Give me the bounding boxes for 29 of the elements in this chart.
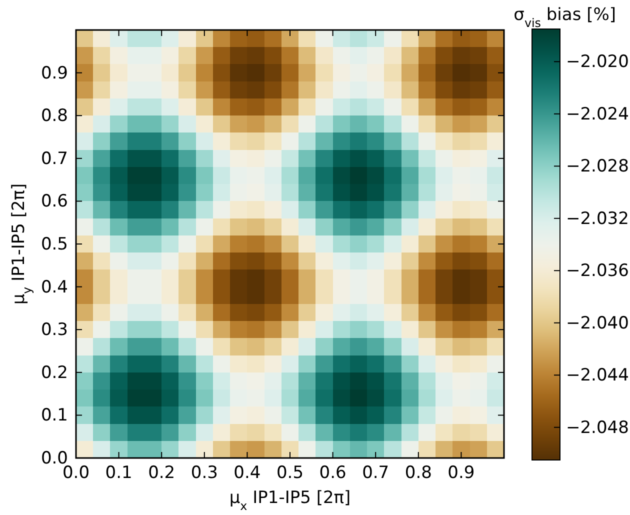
x-tick-label: 0.9 <box>448 463 475 484</box>
x-tick-label: 0.0 <box>62 463 90 484</box>
y-tick-label: 0.9 <box>40 63 68 84</box>
color-bar-label: −2.036 <box>566 261 629 282</box>
x-tick-label: 0.2 <box>148 463 176 484</box>
x-tick-label: 0.6 <box>319 463 346 484</box>
color-bar-label: −2.044 <box>566 366 629 386</box>
color-bar-label: −2.020 <box>566 52 629 72</box>
y-tick-label: 0.2 <box>40 362 68 383</box>
y-tick-label: 0.4 <box>40 277 68 298</box>
y-tick-label: 0.7 <box>40 148 68 169</box>
x-tick-label: 0.4 <box>234 463 261 484</box>
x-tick-label: 0.5 <box>276 463 304 484</box>
x-tick-label: 0.1 <box>105 463 132 484</box>
color-bar-label: −2.032 <box>566 208 629 229</box>
color-bar-title: σ$_{vis}$ bias [%] <box>514 5 616 30</box>
color-bar-label: −2.028 <box>566 156 629 177</box>
y-tick-label: 0.6 <box>40 192 68 212</box>
y-tick-label: 0.1 <box>40 406 68 426</box>
y-tick-label: 0.5 <box>40 234 68 254</box>
x-axis-title: μ$_{x}$ IP1-IP5 [2π] <box>229 488 351 513</box>
y-tick-label: 0.3 <box>40 320 68 340</box>
color-bar-label: −2.048 <box>566 418 629 438</box>
color-bar-label: −2.024 <box>566 104 629 124</box>
y-tick-label: 0.8 <box>40 106 68 126</box>
color-bar-label: −2.040 <box>566 313 629 334</box>
x-tick-label: 0.8 <box>404 463 432 484</box>
x-tick-label: 0.3 <box>190 463 218 484</box>
x-tick-label: 0.7 <box>362 463 390 484</box>
